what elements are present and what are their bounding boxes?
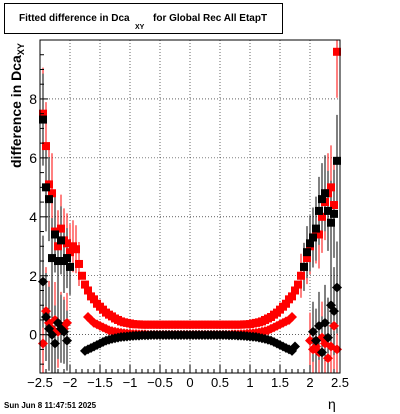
data-point-diamond (290, 341, 300, 352)
data-point-square (330, 209, 338, 218)
y-tick-label: 0 (29, 327, 37, 343)
data-point-square (330, 201, 338, 210)
data-point-diamond (287, 312, 297, 323)
data-point-square (54, 242, 62, 251)
data-point-diamond (320, 317, 330, 328)
data-point-square (303, 254, 311, 263)
chart-title-subscript: XY (135, 24, 145, 31)
data-point-diamond (62, 317, 72, 328)
chart-title-rest: for Global Rec All EtapT (153, 13, 268, 24)
data-point-square (297, 271, 305, 280)
data-point-diamond (329, 320, 339, 331)
data-point-diamond (323, 353, 333, 364)
x-tick-label: 0.5 (211, 375, 229, 390)
x-tick-label: −2 (63, 375, 78, 390)
data-point-square (72, 245, 80, 254)
data-point-square (42, 183, 50, 192)
data-point-square (81, 280, 89, 289)
data-point-square (282, 299, 290, 308)
data-point-diamond (41, 306, 51, 317)
timestamp-footer: Sun Jun 8 11:47:51 2025 (4, 401, 97, 410)
data-point-square (45, 195, 53, 204)
data-point-square (66, 248, 74, 257)
x-tick-label: 1 (246, 375, 253, 390)
data-point-square (318, 195, 326, 204)
data-point-square (303, 248, 311, 257)
data-point-square (291, 286, 299, 295)
data-point-square (57, 236, 65, 245)
y-axis-label-subscript: XY (16, 43, 26, 56)
data-point-diamond (311, 335, 321, 346)
data-point-square (312, 224, 320, 233)
data-point-square (294, 280, 302, 289)
data-point-square (78, 271, 86, 280)
y-tick-label: 6 (29, 150, 37, 166)
data-point-diamond (329, 306, 339, 317)
data-point-square (309, 233, 317, 242)
x-tick-label: −0.5 (147, 375, 173, 390)
data-point-square (90, 295, 98, 304)
data-point-square (327, 183, 335, 192)
data-point-diamond (317, 347, 327, 358)
y-tick-label: 2 (29, 268, 37, 284)
data-point-diamond (323, 332, 333, 343)
data-point-square (300, 262, 308, 271)
x-tick-label: 2 (306, 375, 313, 390)
data-point-diamond (62, 335, 72, 346)
data-point-square (75, 259, 83, 268)
data-point-square (57, 224, 65, 233)
y-tick-label: 8 (29, 91, 37, 107)
data-point-square (327, 218, 335, 227)
data-point-square (306, 239, 314, 248)
data-point-square (321, 189, 329, 198)
x-tick-label: 1.5 (271, 375, 289, 390)
x-tick-label: 0 (186, 375, 193, 390)
data-markers (38, 47, 342, 364)
data-point-square (66, 262, 74, 271)
data-point-square (42, 142, 50, 151)
data-point-diamond (50, 338, 60, 349)
data-point-square (288, 292, 296, 301)
data-point-square (324, 206, 332, 215)
data-point-diamond (59, 326, 69, 337)
data-point-square (315, 206, 323, 215)
data-point-square (84, 286, 92, 295)
x-tick-label: 2.5 (331, 375, 349, 390)
data-point-square (39, 115, 47, 124)
data-point-diamond (47, 329, 57, 340)
chart-title: Fitted difference in Dca (19, 13, 130, 24)
data-point-square (54, 257, 62, 266)
chart-title-box: Fitted difference in Dca XY for Global R… (4, 3, 283, 34)
data-point-diamond (305, 335, 315, 346)
x-tick-label: −1 (123, 375, 138, 390)
data-point-square (63, 254, 71, 263)
x-tick-label: −2.5 (27, 375, 53, 390)
x-tick-label: −1.5 (87, 375, 113, 390)
y-tick-label: 4 (29, 209, 37, 225)
data-point-square (48, 189, 56, 198)
data-point-square (51, 230, 59, 239)
axes: −2.5 −2 −1.5 −1 −0.5 0 0.5 1 1.5 2 2.5 0 2 4 6 8 (27, 54, 349, 390)
data-point-square (333, 47, 341, 56)
data-point-diamond (308, 326, 318, 337)
data-point-square (333, 156, 341, 165)
data-point-square (48, 254, 56, 263)
y-axis-label: difference in DcaXY (8, 43, 26, 168)
data-point-square (318, 212, 326, 221)
data-point-square (315, 230, 323, 239)
x-axis-label: η (328, 396, 336, 412)
data-point-square (63, 239, 71, 248)
y-axis-label-text: difference in Dca (8, 55, 24, 168)
